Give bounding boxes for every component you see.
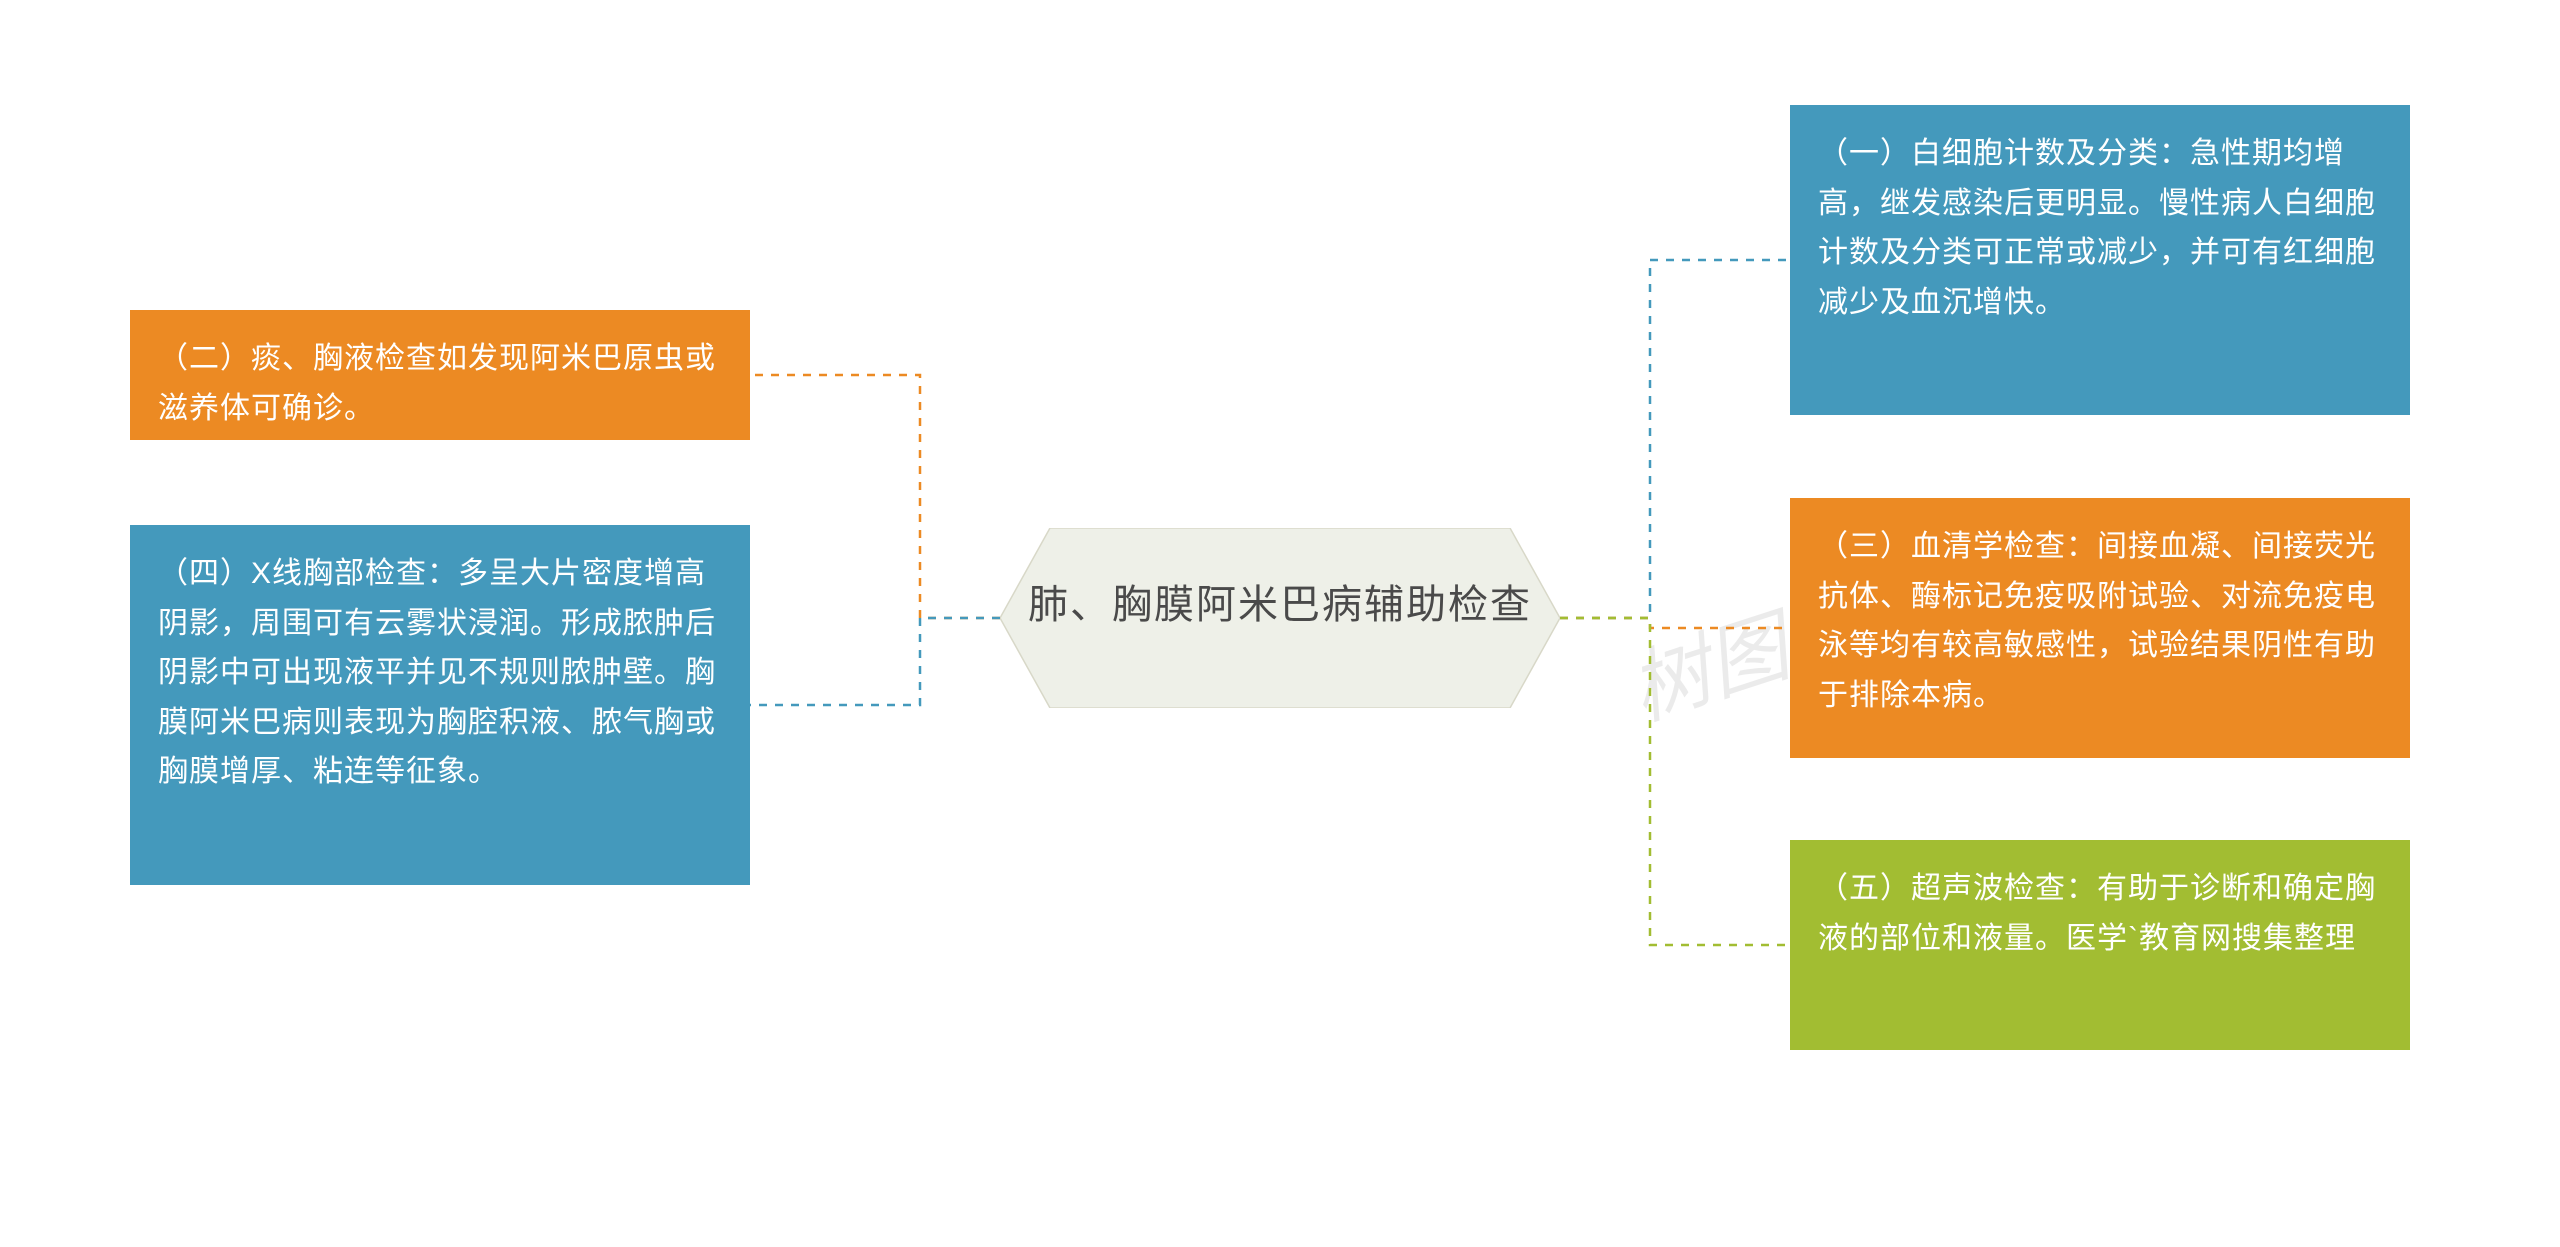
node-1-wbc-count: （一）白细胞计数及分类：急性期均增高，继发感染后更明显。慢性病人白细胞计数及分类… — [1790, 105, 2410, 415]
center-node-title: 肺、胸膜阿米巴病辅助检查 — [1000, 574, 1560, 636]
node-2-sputum-pleural-fluid: （二）痰、胸液检查如发现阿米巴原虫或滋养体可确诊。 — [130, 310, 750, 440]
node-5-ultrasound: （五）超声波检查：有助于诊断和确定胸液的部位和液量。医学`教育网搜集整理 — [1790, 840, 2410, 1050]
center-node: 肺、胸膜阿米巴病辅助检查 — [1000, 528, 1560, 708]
node-3-serology: （三）血清学检查：间接血凝、间接荧光抗体、酶标记免疫吸附试验、对流免疫电泳等均有… — [1790, 498, 2410, 758]
node-4-xray-chest: （四）X线胸部检查：多呈大片密度增高阴影，周围可有云雾状浸润。形成脓肿后阴影中可… — [130, 525, 750, 885]
